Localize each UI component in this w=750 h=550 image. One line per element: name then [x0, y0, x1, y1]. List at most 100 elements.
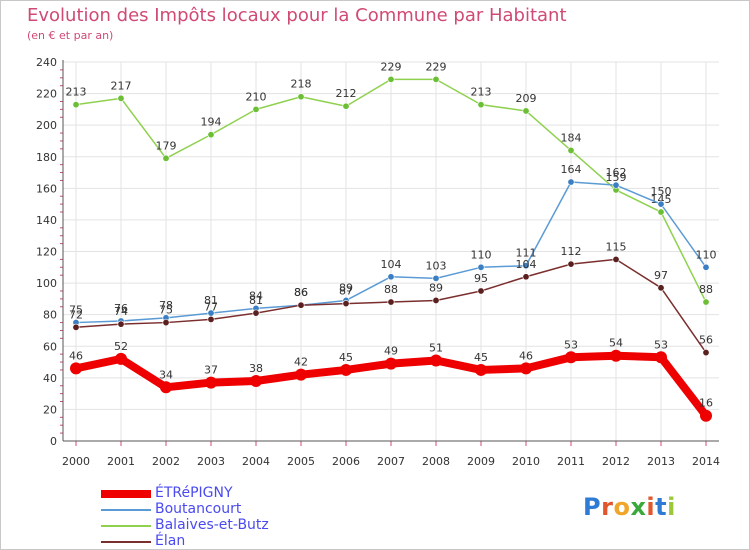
data-point--lan [612, 255, 620, 263]
data-label--lan: 56 [699, 334, 713, 347]
data-label-balaives-et-butz: 229 [426, 60, 447, 73]
data-label--lan: 74 [114, 305, 128, 318]
data-point-balaives-et-butz [72, 101, 80, 109]
x-tick-label: 2013 [647, 455, 675, 468]
y-tick-label: 0 [50, 435, 57, 448]
data-label--tr-pigny: 45 [339, 351, 353, 364]
data-label-boutancourt: 89 [339, 281, 353, 294]
data-point-balaives-et-butz [567, 146, 575, 154]
data-label-balaives-et-butz: 184 [561, 131, 582, 144]
x-tick-label: 2004 [242, 455, 270, 468]
logo-letter: x [630, 493, 647, 521]
legend-swatch [101, 490, 151, 498]
data-point-boutancourt [612, 181, 620, 189]
data-label--tr-pigny: 34 [159, 368, 173, 381]
data-label--tr-pigny: 53 [564, 338, 578, 351]
data-point-balaives-et-butz [162, 154, 170, 162]
data-point--tr-pigny [295, 368, 307, 381]
data-label-balaives-et-butz: 209 [516, 92, 537, 105]
y-tick-label: 120 [36, 246, 57, 259]
data-point-balaives-et-butz [297, 93, 305, 101]
data-label-boutancourt: 84 [249, 289, 263, 302]
data-label--lan: 75 [159, 304, 173, 317]
data-point-balaives-et-butz [702, 298, 710, 306]
data-label--lan: 87 [339, 285, 353, 298]
data-label-balaives-et-butz: 229 [381, 60, 402, 73]
data-label--tr-pigny: 49 [384, 345, 398, 358]
y-tick-label: 180 [36, 151, 57, 164]
data-label-balaives-et-butz: 88 [699, 283, 713, 296]
data-point-boutancourt [477, 263, 485, 271]
x-tick-label: 2009 [467, 455, 495, 468]
data-point--lan [657, 284, 665, 292]
chart-title: Evolution des Impôts locaux pour la Comm… [27, 5, 567, 26]
data-point--lan [342, 300, 350, 308]
data-point-balaives-et-butz [342, 102, 350, 110]
data-label--tr-pigny: 38 [249, 362, 263, 375]
legend-label: ÉTRéPIGNY [155, 485, 233, 501]
proxiti-logo: Proxiti [583, 493, 676, 521]
logo-letter: i [646, 493, 656, 521]
data-label--tr-pigny: 45 [474, 351, 488, 364]
data-label--tr-pigny: 52 [114, 340, 128, 353]
data-point--tr-pigny [700, 409, 712, 422]
data-label-boutancourt: 110 [471, 248, 492, 261]
data-point--lan [567, 260, 575, 268]
data-label--lan: 115 [606, 240, 627, 253]
data-label-balaives-et-butz: 194 [201, 116, 222, 129]
data-point--lan [252, 309, 260, 317]
data-point--tr-pigny [655, 351, 667, 364]
data-label--tr-pigny: 51 [429, 341, 443, 354]
y-tick-label: 60 [43, 340, 57, 353]
data-label--tr-pigny: 54 [609, 337, 623, 350]
data-point--lan [522, 273, 530, 281]
data-point-boutancourt [432, 274, 440, 282]
x-tick-label: 2002 [152, 455, 180, 468]
data-point--tr-pigny [205, 376, 217, 389]
data-point--tr-pigny [340, 363, 352, 376]
x-tick-label: 2003 [197, 455, 225, 468]
data-point--tr-pigny [520, 362, 532, 375]
data-point--lan [162, 319, 170, 327]
data-point--lan [72, 323, 80, 331]
data-point--lan [477, 287, 485, 295]
logo-letter: t [655, 493, 668, 521]
data-label--lan: 97 [654, 269, 668, 282]
y-tick-label: 80 [43, 309, 57, 322]
data-point--lan [702, 349, 710, 357]
legend-swatch [101, 509, 151, 511]
data-point-boutancourt [567, 178, 575, 186]
data-label-boutancourt: 164 [561, 163, 582, 176]
data-label-boutancourt: 81 [204, 294, 218, 307]
y-tick-label: 220 [36, 88, 57, 101]
y-tick-label: 200 [36, 119, 57, 132]
data-label-balaives-et-butz: 145 [651, 193, 672, 206]
data-point-balaives-et-butz [117, 94, 125, 102]
data-point--lan [297, 301, 305, 309]
data-label-boutancourt: 111 [516, 247, 537, 260]
data-point-balaives-et-butz [207, 131, 215, 139]
data-label--lan: 77 [204, 300, 218, 313]
data-label-balaives-et-butz: 212 [336, 87, 357, 100]
data-label-balaives-et-butz: 213 [66, 86, 87, 99]
x-tick-label: 2008 [422, 455, 450, 468]
data-point-boutancourt [387, 273, 395, 281]
data-label--lan: 81 [249, 294, 263, 307]
x-tick-label: 2010 [512, 455, 540, 468]
data-label-balaives-et-butz: 217 [111, 79, 132, 92]
data-label-boutancourt: 86 [294, 286, 308, 299]
data-point-balaives-et-butz [252, 105, 260, 113]
data-label-balaives-et-butz: 159 [606, 171, 627, 184]
data-label-boutancourt: 103 [426, 259, 447, 272]
data-point-balaives-et-butz [432, 75, 440, 83]
data-point-boutancourt [522, 262, 530, 270]
x-tick-label: 2011 [557, 455, 585, 468]
data-label-boutancourt: 75 [69, 304, 83, 317]
data-label--lan: 89 [429, 281, 443, 294]
x-tick-label: 2014 [692, 455, 720, 468]
data-point--lan [432, 296, 440, 304]
data-label-balaives-et-butz: 218 [291, 78, 312, 91]
data-point--lan [207, 315, 215, 323]
logo-letter: i [667, 493, 676, 521]
